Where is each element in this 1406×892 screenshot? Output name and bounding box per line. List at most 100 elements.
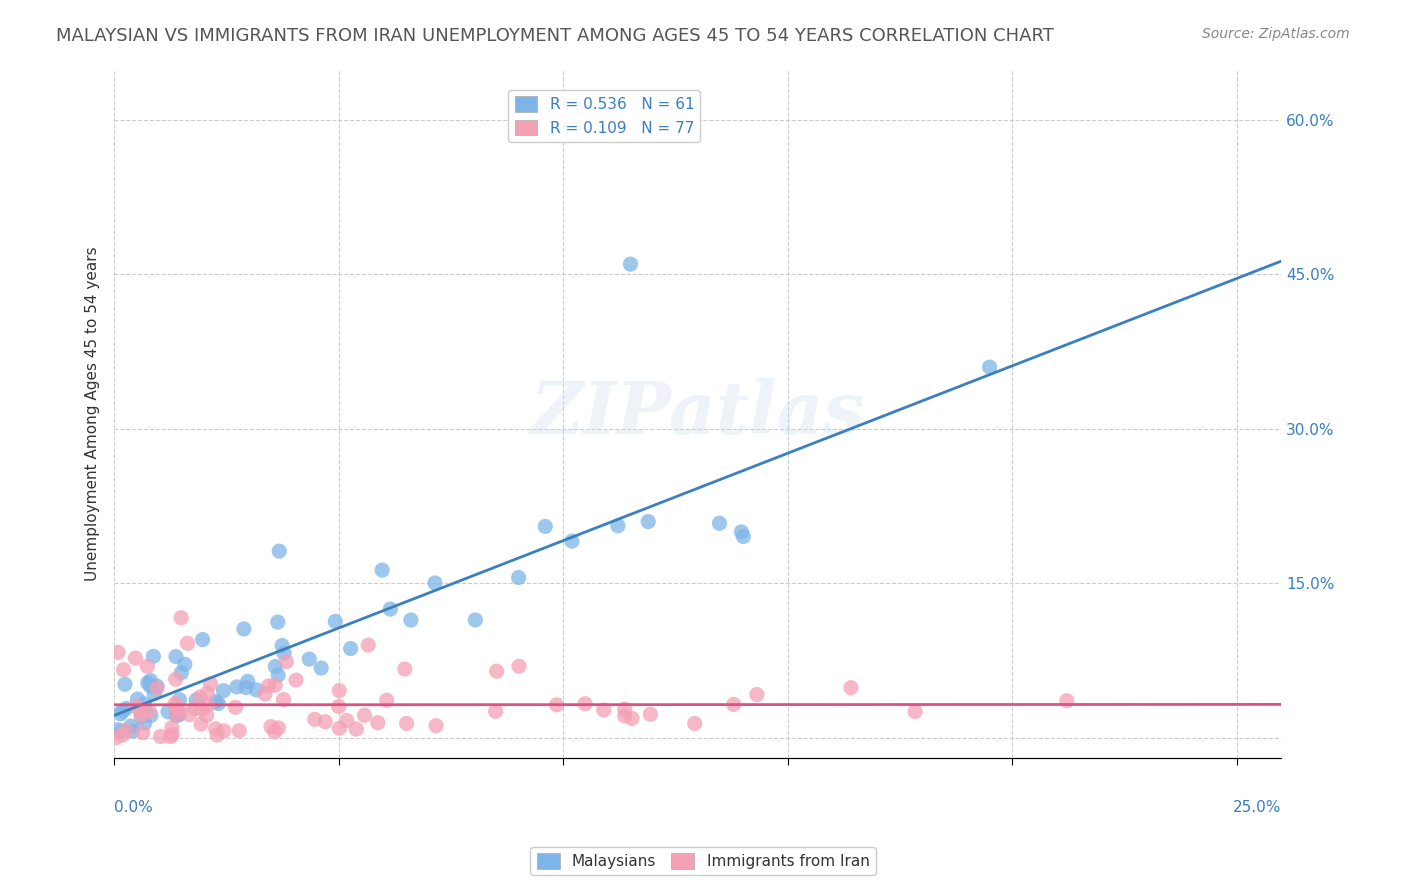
Immigrants from Iran	[169, 702, 191, 716]
Immigrants from Iran	[640, 707, 662, 722]
Malaysians	[139, 679, 162, 693]
Malaysians	[534, 519, 557, 533]
Immigrants from Iran	[328, 699, 350, 714]
Malaysians	[107, 723, 129, 737]
Immigrants from Iran	[176, 636, 198, 650]
Immigrants from Iran	[285, 673, 308, 687]
Immigrants from Iran	[357, 638, 380, 652]
Immigrants from Iran	[328, 683, 350, 698]
Immigrants from Iran	[257, 679, 280, 693]
Malaysians	[204, 694, 226, 708]
Malaysians	[267, 668, 290, 682]
Immigrants from Iran	[254, 687, 277, 701]
Immigrants from Iran	[723, 698, 745, 712]
Immigrants from Iran	[276, 655, 298, 669]
Malaysians	[273, 646, 295, 660]
Malaysians	[464, 613, 486, 627]
Immigrants from Iran	[228, 723, 250, 738]
Immigrants from Iran	[546, 698, 568, 712]
Malaysians	[121, 724, 143, 739]
Immigrants from Iran	[745, 688, 768, 702]
Immigrants from Iran	[200, 677, 222, 691]
Immigrants from Iran	[195, 686, 218, 700]
Immigrants from Iran	[304, 712, 326, 726]
Immigrants from Iran	[190, 717, 212, 731]
Immigrants from Iran	[204, 722, 226, 736]
Malaysians	[169, 692, 191, 706]
Text: MALAYSIAN VS IMMIGRANTS FROM IRAN UNEMPLOYMENT AMONG AGES 45 TO 54 YEARS CORRELA: MALAYSIAN VS IMMIGRANTS FROM IRAN UNEMPL…	[56, 27, 1054, 45]
Malaysians	[269, 544, 291, 558]
Immigrants from Iran	[1056, 694, 1078, 708]
Malaysians	[236, 674, 259, 689]
Malaysians	[309, 661, 332, 675]
Malaysians	[323, 615, 346, 629]
Immigrants from Iran	[508, 659, 530, 673]
Immigrants from Iran	[105, 731, 128, 745]
Immigrants from Iran	[138, 705, 160, 719]
Immigrants from Iran	[107, 645, 129, 659]
Malaysians	[129, 710, 152, 724]
Malaysians	[114, 677, 136, 691]
Immigrants from Iran	[263, 724, 285, 739]
Malaysians	[207, 697, 229, 711]
Immigrants from Iran	[112, 663, 135, 677]
Immigrants from Iran	[592, 703, 614, 717]
Immigrants from Iran	[195, 708, 218, 723]
Malaysians	[235, 681, 257, 695]
Immigrants from Iran	[683, 716, 706, 731]
Immigrants from Iran	[170, 611, 193, 625]
Immigrants from Iran	[125, 699, 148, 714]
Immigrants from Iran	[395, 716, 418, 731]
Immigrants from Iran	[485, 704, 508, 718]
Immigrants from Iran	[197, 698, 219, 713]
Immigrants from Iran	[129, 704, 152, 718]
Immigrants from Iran	[620, 711, 643, 725]
Malaysians	[371, 563, 394, 577]
Immigrants from Iran	[574, 697, 596, 711]
Legend: R = 0.536   N = 61, R = 0.109   N = 77: R = 0.536 N = 61, R = 0.109 N = 77	[509, 90, 700, 142]
Malaysians	[380, 602, 402, 616]
Immigrants from Iran	[149, 730, 172, 744]
Immigrants from Iran	[159, 730, 181, 744]
Malaysians	[508, 570, 530, 584]
Malaysians	[139, 673, 162, 688]
Malaysians	[156, 705, 179, 719]
Malaysians	[245, 682, 267, 697]
Immigrants from Iran	[136, 659, 159, 673]
Immigrants from Iran	[353, 708, 375, 723]
Malaysians	[271, 639, 294, 653]
Malaysians	[120, 719, 142, 733]
Immigrants from Iran	[904, 705, 927, 719]
Immigrants from Iran	[394, 662, 416, 676]
Text: ZIPatlas: ZIPatlas	[530, 378, 865, 449]
Malaysians	[232, 622, 254, 636]
Immigrants from Iran	[124, 651, 146, 665]
Text: Source: ZipAtlas.com: Source: ZipAtlas.com	[1202, 27, 1350, 41]
Immigrants from Iran	[165, 707, 187, 722]
Immigrants from Iran	[160, 721, 183, 735]
Immigrants from Iran	[132, 725, 155, 739]
Immigrants from Iran	[264, 678, 287, 692]
Malaysians	[264, 659, 287, 673]
Malaysians	[184, 693, 207, 707]
Malaysians	[298, 652, 321, 666]
Malaysians	[423, 576, 446, 591]
Text: 25.0%: 25.0%	[1233, 800, 1281, 814]
Immigrants from Iran	[183, 701, 205, 715]
Malaysians	[226, 680, 249, 694]
Malaysians	[111, 704, 134, 718]
Malaysians	[165, 649, 187, 664]
Immigrants from Iran	[328, 721, 350, 735]
Malaysians	[212, 683, 235, 698]
Immigrants from Iran	[485, 664, 508, 678]
Malaysians	[146, 679, 169, 693]
Malaysians	[619, 257, 641, 271]
Immigrants from Iran	[260, 720, 283, 734]
Immigrants from Iran	[425, 719, 447, 733]
Malaysians	[191, 632, 214, 647]
Malaysians	[115, 701, 138, 715]
Malaysians	[111, 724, 134, 739]
Y-axis label: Unemployment Among Ages 45 to 54 years: Unemployment Among Ages 45 to 54 years	[86, 246, 100, 581]
Immigrants from Iran	[165, 697, 187, 711]
Malaysians	[136, 676, 159, 690]
